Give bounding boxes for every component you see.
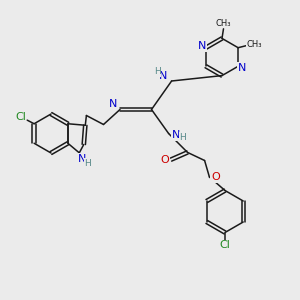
Text: CH₃: CH₃ (247, 40, 262, 49)
Text: Cl: Cl (220, 240, 230, 250)
Text: H: H (180, 133, 186, 142)
Text: N: N (78, 154, 86, 164)
Text: O: O (211, 172, 220, 182)
Text: O: O (160, 155, 169, 165)
Text: N: N (238, 63, 246, 73)
Text: CH₃: CH₃ (216, 19, 231, 28)
Text: N: N (172, 130, 180, 140)
Text: H: H (154, 68, 160, 76)
Text: N: N (159, 70, 167, 81)
Text: H: H (84, 159, 91, 168)
Text: N: N (198, 41, 206, 51)
Text: Cl: Cl (15, 112, 26, 122)
Text: N: N (109, 99, 118, 109)
